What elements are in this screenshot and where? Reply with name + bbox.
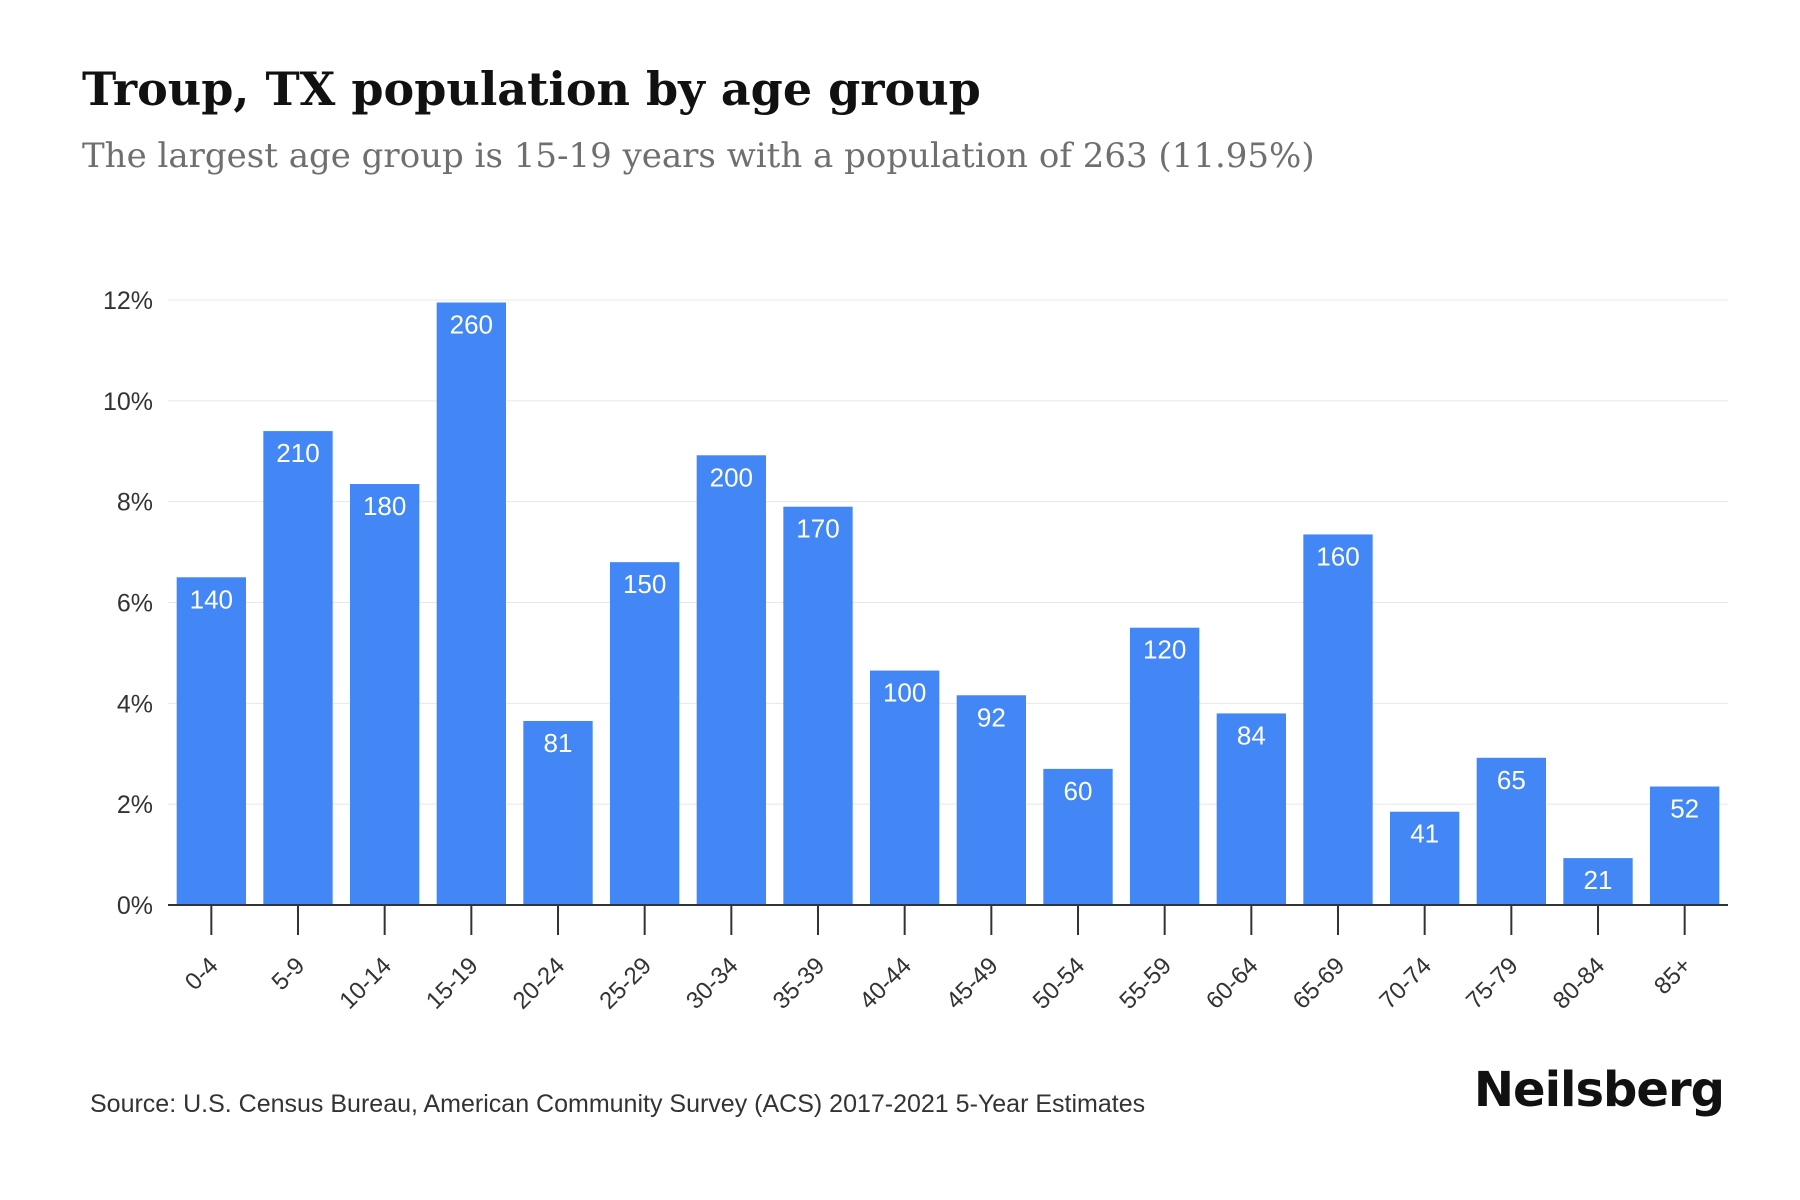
y-tick-label: 2% [117,791,153,819]
brand-logo: Neilsberg [1473,1062,1725,1118]
y-tick-label: 10% [103,388,153,416]
bar-value-label: 60 [1064,776,1093,806]
bar-value-label: 160 [1316,541,1359,571]
bar-value-label: 41 [1410,819,1439,849]
bar [1476,757,1546,905]
bar-value-label: 81 [544,728,573,758]
bar [1216,713,1286,905]
bar-value-label: 260 [450,310,493,340]
bar [1390,811,1460,905]
bar [1650,786,1720,905]
bar [1563,858,1633,905]
y-tick-label: 12% [103,287,153,315]
bar [436,302,506,905]
y-tick-label: 8% [117,489,153,517]
bar [350,484,420,905]
x-tick-label: 85+ [1649,952,1697,1000]
y-tick-label: 6% [117,590,153,618]
bar-value-label: 21 [1584,865,1613,895]
bar [176,577,246,905]
x-tick-label: 50-54 [1028,952,1091,1015]
bar [783,506,853,905]
x-tick-label: 60-64 [1201,952,1264,1015]
x-tick-label: 35-39 [768,952,831,1015]
x-tick-label: 80-84 [1548,952,1611,1015]
bar [263,431,333,905]
bar [956,695,1026,905]
bar-value-label: 140 [190,584,233,614]
bar [696,455,766,905]
x-axis-ticks: 0-4 5-9 10-14 15-19 20-24 25-29 30-34 35-39 40-4… [180,905,1697,1015]
x-tick-label: 75-79 [1461,952,1524,1015]
y-axis-ticks: 0% 2% 4% 6% 8% 10% 12% [103,287,153,920]
bar-value-label: 92 [977,702,1006,732]
bar-value-label: 210 [276,438,319,468]
bar [523,720,593,905]
bar-value-label: 84 [1237,720,1266,750]
bar [1303,534,1373,905]
chart-subtitle: The largest age group is 15-19 years wit… [82,136,1315,176]
x-tick-label: 15-19 [421,952,484,1015]
bar-chart: 0% 2% 4% 6% 8% 10% 12% 140 210 180 260 81 150 200 170… [103,287,1728,1015]
x-tick-label: 65-69 [1288,952,1351,1015]
grid-lines [168,299,1728,805]
x-tick-label: 70-74 [1374,952,1437,1015]
chart-title: Troup, TX population by age group [82,62,981,116]
bar-value-labels: 140 210 180 260 81 150 200 170 100 92 60 120 84 160 41… [190,310,1699,896]
bars [176,302,1720,905]
x-tick-label: 5-9 [267,952,311,996]
bar-value-label: 150 [623,569,666,599]
bar [610,562,680,905]
source-note: Source: U.S. Census Bureau, American Com… [90,1090,1146,1118]
x-tick-label: 30-34 [681,952,744,1015]
bar-value-label: 180 [363,491,406,521]
x-tick-label: 25-29 [594,952,657,1015]
bar-value-label: 100 [883,678,926,708]
x-tick-label: 55-59 [1114,952,1177,1015]
x-tick-label: 10-14 [334,952,397,1015]
bar-value-label: 52 [1670,794,1699,824]
x-tick-label: 20-24 [508,952,571,1015]
bar [870,670,940,905]
x-tick-label: 45-49 [941,952,1004,1015]
x-tick-label: 40-44 [854,952,917,1015]
x-tick-label: 0-4 [180,952,224,996]
bar-value-label: 200 [710,462,753,492]
bar-value-label: 170 [796,514,839,544]
y-tick-label: 0% [117,892,153,920]
bar [1043,768,1113,905]
y-tick-label: 4% [117,690,153,718]
bar-value-label: 120 [1143,635,1186,665]
bar [1130,627,1200,905]
bar-value-label: 65 [1497,765,1526,795]
